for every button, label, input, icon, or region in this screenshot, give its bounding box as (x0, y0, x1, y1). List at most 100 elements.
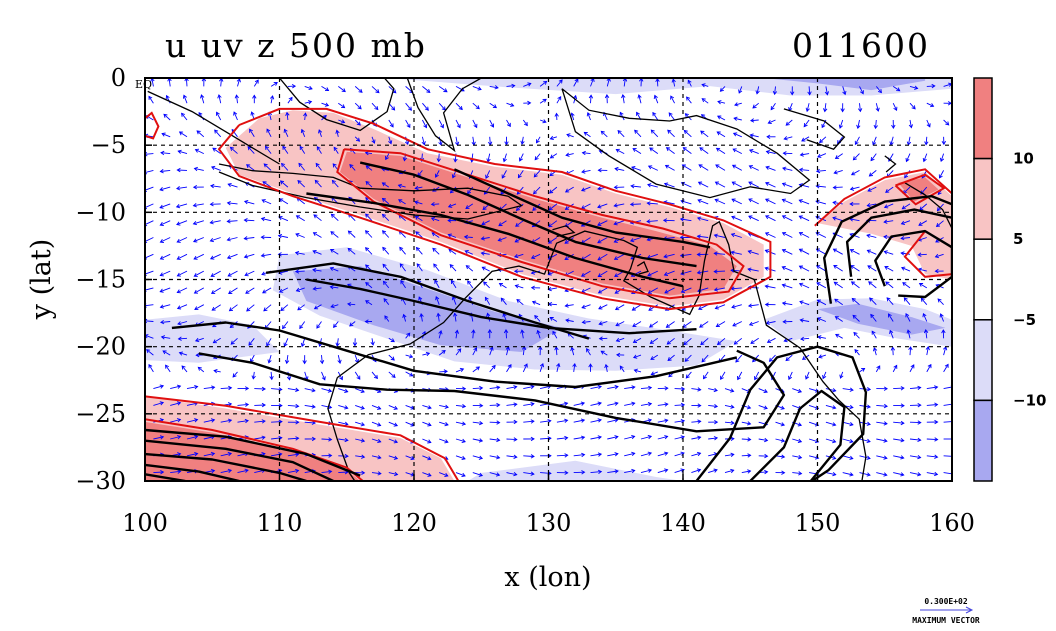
x-axis-ticks: 100 110 120 130 140 150 160 (122, 474, 975, 537)
wind-vector-head (699, 147, 704, 152)
wind-vector-head (181, 112, 186, 117)
wind-vector (229, 146, 238, 154)
wind-vector (764, 302, 776, 307)
wind-vector (365, 165, 373, 171)
wind-vector-shaft (472, 330, 475, 339)
wind-vector-shaft (808, 421, 819, 426)
wind-vector (549, 153, 558, 159)
wind-vector-head (549, 135, 554, 141)
wind-vector-head (633, 368, 638, 373)
wind-vector (228, 287, 238, 294)
wind-vector-shaft (382, 182, 390, 188)
wind-vector-head (869, 297, 874, 302)
wind-vector-shaft (943, 386, 952, 390)
wind-vector-shaft (354, 86, 363, 93)
wind-vector-shaft (539, 385, 551, 390)
wind-vector (287, 420, 300, 425)
wind-vector (637, 94, 642, 104)
wind-vector (941, 329, 946, 339)
wind-vector (552, 330, 558, 339)
wind-vector-shaft (825, 388, 836, 392)
wind-vector-shaft (834, 169, 843, 174)
wind-vector (220, 385, 233, 391)
wind-vector-head (159, 272, 164, 277)
wind-vector-head (285, 111, 290, 116)
wind-vector (909, 403, 922, 408)
wind-vector-head (449, 189, 454, 194)
wind-vector-shaft (523, 420, 534, 423)
wind-vector-head (318, 342, 323, 348)
wind-vector (871, 330, 877, 339)
wind-vector (657, 451, 669, 457)
wind-vector (696, 216, 709, 222)
wind-vector-head (361, 470, 366, 475)
wind-vector-head (496, 455, 501, 460)
wind-vector-shaft (220, 469, 232, 474)
wind-vector-shaft (432, 247, 440, 255)
wind-vector-shaft (500, 297, 507, 305)
wind-vector-head (941, 140, 946, 146)
wind-vector (647, 165, 658, 171)
wind-vector-head (930, 103, 935, 108)
wind-vector (388, 404, 399, 410)
wind-vector-head (383, 297, 388, 303)
wind-vector-shaft (338, 404, 348, 409)
wind-vector-head (244, 468, 249, 473)
wind-vector-head (548, 223, 553, 228)
wind-vector-shaft (584, 132, 591, 138)
wind-vector-shaft (312, 269, 322, 272)
wind-vector-shaft (765, 198, 776, 205)
wind-vector-shaft (732, 181, 743, 188)
wind-vector-head (815, 215, 820, 220)
wind-vector-shaft (228, 183, 238, 188)
wind-vector-shaft (875, 86, 882, 93)
wind-vector (347, 247, 356, 255)
wind-vector-head (632, 354, 638, 359)
wind-vector-shaft (799, 248, 810, 255)
wind-vector (422, 421, 432, 427)
wind-vector-shaft (148, 364, 154, 373)
wind-vector-head (604, 363, 609, 369)
wind-vector-shaft (892, 86, 900, 92)
wind-vector (581, 319, 591, 325)
wind-vector (838, 119, 844, 129)
x-tick-label: 130 (526, 509, 572, 537)
wind-vector-shaft (607, 402, 618, 406)
wind-vector (909, 454, 922, 460)
wind-vector-head (765, 149, 770, 155)
wind-vector (371, 86, 380, 94)
wind-vector-head (934, 454, 939, 459)
wind-vector-head (244, 418, 249, 424)
wind-vector-shaft (581, 186, 591, 192)
wind-vector-shaft (146, 349, 154, 356)
wind-vector-shaft (664, 287, 675, 294)
wind-vector-head (393, 439, 399, 444)
wind-vector-head (371, 139, 376, 144)
wind-vector (724, 468, 735, 474)
wind-vector (414, 200, 423, 205)
wind-vector-shaft (422, 119, 427, 128)
wind-vector-head (597, 204, 602, 209)
wind-vector (287, 436, 300, 441)
wind-vector-shaft (651, 371, 658, 375)
wind-vector-shaft (799, 283, 810, 289)
wind-vector (321, 404, 333, 410)
wind-vector-head (234, 94, 239, 99)
wind-vector-shaft (489, 136, 491, 145)
wind-vector (624, 434, 636, 440)
coastline (336, 220, 867, 481)
wind-vector-head (210, 418, 216, 423)
wind-vector (210, 287, 221, 294)
wind-vector-shaft (347, 303, 356, 306)
wind-vector-shaft (667, 337, 675, 345)
wind-vector (388, 471, 399, 477)
wind-vector-head (815, 199, 820, 205)
wind-vector-shaft (666, 321, 675, 328)
wind-vector-head (945, 121, 950, 126)
wind-vector (732, 148, 743, 154)
wind-vector-head (849, 472, 854, 477)
wind-vector-head (588, 94, 594, 99)
wind-vector-shaft (926, 438, 938, 441)
wind-vector-head (451, 174, 456, 179)
wind-vector-shaft (244, 253, 255, 258)
